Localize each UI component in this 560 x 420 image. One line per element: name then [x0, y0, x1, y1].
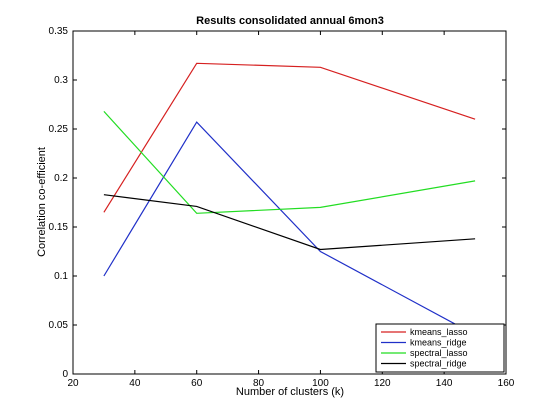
legend-label: kmeans_ridge	[410, 338, 467, 348]
series-line-spectral-lasso	[103, 110, 476, 214]
x-tick-label: 20	[67, 378, 79, 389]
chart-title: Results consolidated annual 6mon3	[196, 15, 384, 27]
x-tick-label: 140	[436, 378, 453, 389]
x-tick-label: 100	[312, 378, 329, 389]
y-axis-label: Correlation co-efficient	[36, 147, 48, 257]
y-tick-label: 0.25	[49, 124, 69, 135]
y-tick-label: 0.1	[54, 271, 68, 282]
series-line-kmeans-lasso	[103, 62, 476, 213]
series-line-spectral-ridge	[103, 194, 476, 251]
y-tick-label: 0.15	[49, 222, 69, 233]
series-line-kmeans-ridge	[103, 121, 476, 336]
axes-frame	[72, 30, 507, 375]
x-tick-label: 80	[253, 378, 265, 389]
y-tick-label: 0.05	[49, 320, 69, 331]
x-tick-label: 60	[191, 378, 203, 389]
x-tick-label: 40	[129, 378, 141, 389]
plot-area: 20 40 60 80 100 120 140 160 0 0.05 0.1 0.15 0.2 0.25 0…	[49, 26, 515, 389]
y-tick-label: 0	[62, 369, 68, 380]
legend-label: spectral_lasso	[410, 348, 468, 358]
legend-label: spectral_ridge	[410, 359, 467, 369]
y-tick-label: 0.3	[54, 75, 68, 86]
x-tick-label: 160	[498, 378, 515, 389]
y-tick-label: 0.2	[54, 173, 68, 184]
legend-label: kmeans_lasso	[410, 327, 468, 337]
x-tick-label: 120	[374, 378, 391, 389]
y-tick-label: 0.35	[49, 26, 69, 37]
x-axis-label: Number of clusters (k)	[236, 386, 344, 398]
